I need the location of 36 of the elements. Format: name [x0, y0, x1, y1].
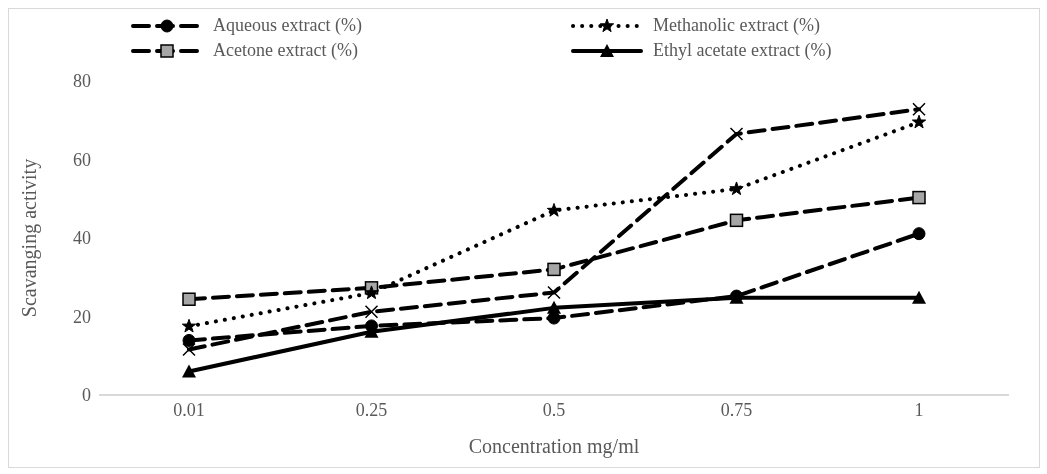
point [182, 333, 196, 347]
point [182, 342, 196, 357]
y-tick-label: 20 [73, 306, 91, 327]
point [181, 318, 197, 333]
legend-label: Methanolic extract (%) [653, 15, 820, 36]
x-axis-title: Concentration mg/ml [468, 435, 640, 458]
point [729, 127, 744, 141]
x-tick-label: 0.01 [173, 399, 205, 420]
point [364, 305, 379, 319]
point [364, 285, 379, 300]
point [729, 213, 744, 228]
point [365, 319, 378, 333]
point [912, 102, 926, 117]
y-tick-label: 60 [73, 149, 91, 170]
x-tick-label: 0.75 [720, 399, 753, 420]
legend-label: Ethyl acetate extract (%) [653, 40, 832, 61]
point [547, 285, 561, 300]
point [911, 114, 927, 129]
y-tick-label: 0 [82, 385, 91, 406]
point [729, 181, 744, 196]
x-tick-label: 0.25 [355, 399, 388, 420]
point [912, 227, 926, 241]
point [547, 262, 561, 277]
x-tick-label: 0.5 [542, 399, 566, 420]
x-tick-label: 1 [914, 399, 924, 420]
y-tick-label: 40 [73, 228, 91, 249]
point [182, 364, 196, 378]
point [546, 203, 562, 217]
y-tick-label: 80 [73, 71, 91, 92]
y-axis-title: Scavanging activity [18, 158, 42, 318]
legend-label: Acetone extract (%) [213, 40, 358, 61]
point [547, 311, 561, 325]
point [912, 190, 926, 205]
point [182, 292, 196, 306]
point [912, 290, 926, 304]
legend-label: Aqueous extract (%) [213, 15, 362, 36]
